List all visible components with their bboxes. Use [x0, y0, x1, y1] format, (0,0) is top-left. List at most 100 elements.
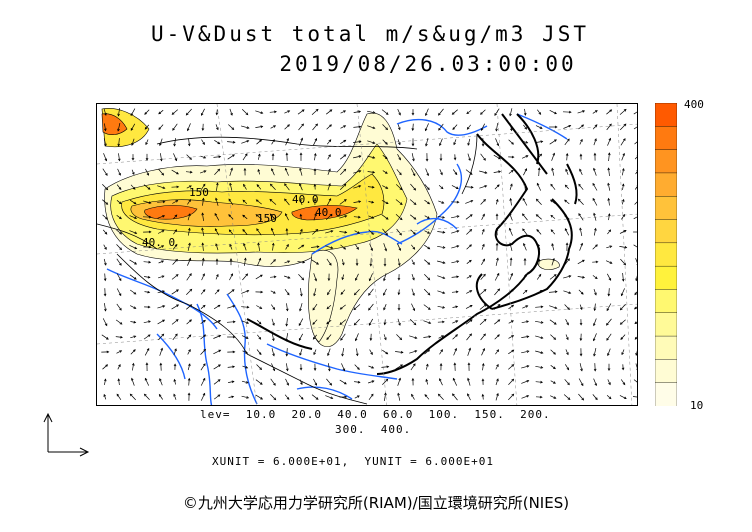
wind-arrow-head — [456, 245, 460, 248]
wind-arrow — [284, 183, 290, 191]
wind-arrow — [579, 304, 583, 310]
wind-arrow — [383, 304, 387, 310]
wind-arrow-head — [260, 125, 264, 129]
wind-arrow-head — [358, 185, 362, 188]
wind-arrow-head — [343, 154, 347, 157]
wind-arrow — [535, 320, 543, 324]
wind-arrow — [409, 214, 417, 220]
wind-arrow-head — [498, 170, 502, 174]
wind-arrow-head — [315, 229, 319, 232]
colorbar-min-label: 10 — [690, 399, 704, 412]
wind-arrow-head — [497, 304, 501, 307]
wind-arrow — [397, 243, 401, 251]
wind-arrow-head — [455, 334, 458, 337]
wind-arrow-head — [358, 170, 362, 173]
wind-arrow-head — [525, 140, 529, 144]
wind-arrow — [228, 124, 234, 130]
wind-arrow-head — [524, 126, 528, 130]
wind-arrow — [285, 333, 289, 341]
wind-arrow — [256, 349, 262, 355]
wind-arrow — [563, 125, 571, 129]
wind-arrow-head — [608, 137, 612, 141]
wind-arrow — [424, 199, 430, 205]
wind-arrow — [452, 393, 458, 401]
wind-arrow — [453, 348, 457, 356]
wind-arrow — [466, 275, 472, 279]
wind-arrow-head — [427, 349, 431, 353]
wind-arrow — [214, 228, 220, 236]
wind-arrow — [172, 214, 178, 220]
wind-arrow-head — [272, 338, 275, 342]
wind-arrow-head — [246, 126, 250, 129]
wind-arrow — [551, 153, 555, 161]
wind-arrow — [621, 199, 625, 205]
wind-arrow — [495, 199, 499, 205]
wind-arrow-head — [144, 377, 148, 381]
wind-arrow-head — [383, 322, 387, 326]
wind-arrow — [298, 318, 304, 326]
wind-arrow — [355, 333, 359, 341]
wind-arrow-head — [537, 258, 541, 262]
wind-arrow — [621, 214, 625, 220]
wind-arrow-head — [160, 347, 164, 351]
wind-arrow-head — [133, 320, 137, 324]
contour-label-4: 40.0 — [315, 206, 342, 219]
wind-arrow-head — [131, 157, 135, 161]
wind-arrow-head — [228, 229, 232, 233]
wind-arrow — [256, 199, 262, 205]
wind-arrow-head — [494, 113, 497, 116]
wind-arrow-head — [427, 231, 431, 234]
wind-arrow-head — [509, 113, 512, 117]
wind-arrow-head — [286, 138, 289, 141]
wind-arrow — [381, 200, 389, 204]
wind-arrow — [353, 304, 361, 310]
wind-arrow — [620, 258, 626, 266]
wind-arrow — [132, 363, 134, 371]
wind-arrow-head — [117, 143, 121, 147]
wind-arrow — [424, 394, 430, 400]
wind-arrow-head — [567, 307, 570, 311]
wind-arrow — [298, 273, 304, 281]
wind-arrow-head — [564, 228, 568, 231]
wind-arrow-head — [133, 291, 137, 295]
wind-arrow-head — [327, 292, 330, 296]
wind-arrow — [213, 364, 221, 370]
wind-arrow — [187, 258, 191, 266]
wind-arrow — [480, 274, 486, 280]
wind-arrow — [213, 304, 221, 310]
wind-arrow-head — [385, 127, 389, 131]
wind-arrow — [437, 215, 445, 219]
wind-arrow — [354, 364, 360, 370]
wind-arrow — [634, 156, 637, 160]
wind-arrow-head — [175, 274, 179, 277]
wind-arrow-head — [496, 143, 500, 147]
wind-arrow-head — [340, 292, 344, 295]
map-canvas: 150 40.0 150 40.0 40. 0 — [97, 104, 637, 405]
wind-arrow — [213, 156, 221, 158]
wind-arrow — [384, 319, 386, 325]
wind-arrow — [129, 215, 137, 219]
wind-arrow — [508, 364, 514, 370]
wind-arrow — [635, 363, 637, 369]
wind-arrow — [397, 124, 401, 130]
wind-arrow-head — [510, 128, 513, 132]
wind-arrow — [130, 321, 136, 323]
wind-arrow — [396, 334, 402, 340]
wind-arrow-head — [511, 304, 515, 308]
wind-arrow — [537, 244, 541, 250]
wind-arrow — [396, 169, 402, 175]
wind-arrow-head — [259, 274, 263, 278]
wind-arrow-head — [343, 199, 347, 202]
wind-arrow — [144, 348, 150, 356]
wind-arrow — [356, 348, 358, 356]
wind-arrow-head — [356, 247, 359, 250]
wind-arrow-head — [176, 304, 180, 307]
reference-vector-icon — [43, 412, 90, 457]
wind-arrow — [215, 198, 219, 206]
wind-arrow — [115, 319, 123, 325]
wind-arrow-head — [509, 242, 512, 246]
dust-fill — [101, 108, 560, 347]
wind-arrow — [299, 379, 303, 385]
wind-arrow-head — [119, 350, 123, 353]
wind-arrow — [284, 124, 290, 130]
